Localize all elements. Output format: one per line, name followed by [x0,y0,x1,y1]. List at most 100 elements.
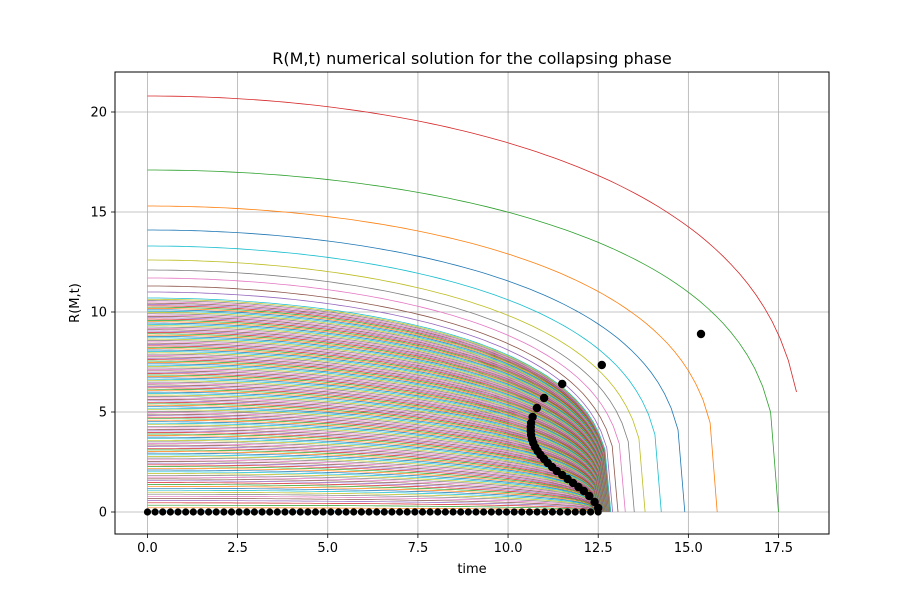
series-line [147,410,602,513]
collapse-marker [189,508,197,516]
collapse-marker [174,508,182,516]
series-line [147,323,609,513]
series-line [147,474,597,513]
series-line [147,340,608,513]
collapse-marker [487,508,495,516]
series-line [147,348,607,513]
collapse-marker [235,508,243,516]
collapse-marker [411,508,419,516]
series-line [147,424,601,513]
series-line [147,407,602,513]
series-line [147,430,601,513]
series-line [147,334,608,513]
series-line [147,447,599,513]
series-line [147,259,646,513]
series-line [147,277,626,513]
series-line [147,404,603,513]
series-line [147,338,608,513]
collapse-marker [571,508,579,516]
series-line [147,462,598,513]
series-line [147,457,599,513]
series-line [147,451,599,513]
series-line [147,300,611,513]
collapse-marker [388,508,396,516]
collapse-marker [380,508,388,516]
chart-title: R(M,t) numerical solution for the collap… [272,49,671,68]
series-line [147,435,600,513]
series-line [147,346,607,513]
series-line [147,345,607,513]
series-line [147,495,596,513]
series-line [147,444,600,513]
series-line [147,306,611,513]
series-line [147,454,599,513]
series-line [147,466,598,513]
collapse-marker [258,508,266,516]
series-line [147,305,611,513]
collapse-marker [418,508,427,516]
collapse-marker [350,508,358,516]
series-line [147,397,603,513]
collapse-marker [585,491,594,501]
series-line [147,439,600,513]
collapse-markers [143,329,706,516]
series-line [147,482,597,513]
series-line [147,314,610,513]
collapse-marker [533,508,541,516]
series-line [147,352,607,513]
series-line [147,302,611,513]
series-line [147,478,597,513]
series-line [147,341,608,513]
series-line [147,438,600,513]
series-line [147,318,610,513]
series-line [147,406,602,513]
series-line [147,416,602,513]
collapse-marker [212,508,220,516]
collapse-marker [151,508,159,516]
series-line [147,301,611,513]
series-line [147,229,686,513]
series-line [147,367,606,513]
series-line [147,360,606,513]
series-line [147,436,600,513]
series-line [147,363,606,513]
series-line [147,471,598,513]
collapse-marker [373,508,381,516]
collapse-marker [495,508,503,516]
series-line [147,298,612,513]
collapse-marker [464,508,472,516]
series-line [147,441,600,513]
series-line [147,308,611,513]
x-tick-label: 15.0 [674,541,703,556]
series-line [147,304,611,513]
collapse-marker [502,508,511,516]
y-tick-label: 5 [99,406,107,421]
x-tick-label: 17.5 [764,541,793,556]
collapse-marker [227,508,236,516]
series-line [147,449,599,513]
x-axis-label: time [457,562,486,577]
series-line [147,419,601,513]
collapse-marker [539,393,549,403]
series-line [147,487,597,513]
series-line [147,364,606,513]
series-line [147,473,598,513]
x-tick-label: 12.5 [584,541,613,556]
collapse-marker [396,508,404,516]
collapse-marker [205,508,213,516]
series-line [147,446,599,513]
series-line [147,412,602,513]
collapse-marker [426,508,434,516]
series-line [147,476,597,513]
series-line [147,316,610,513]
collapse-marker [556,508,564,516]
collapse-marker [281,508,289,516]
series-line [147,500,596,513]
series-line [147,330,609,513]
collapse-marker [403,508,411,516]
series-line [147,317,610,513]
series-line [147,369,605,513]
y-tick-label: 20 [90,106,107,121]
series-line [147,452,599,513]
